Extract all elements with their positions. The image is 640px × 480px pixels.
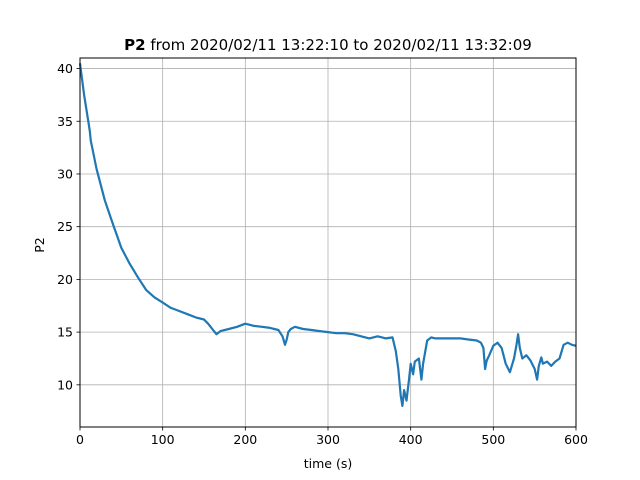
y-tick-label: 10 bbox=[57, 377, 73, 392]
x-tick-label: 0 bbox=[76, 432, 84, 447]
axis-ticks: 0 100 200 300 400 500 600 10 15 20 25 30 35 40 bbox=[57, 61, 588, 447]
y-tick-label: 30 bbox=[57, 166, 73, 181]
chart-title: P2 from 2020/02/11 13:22:10 to 2020/02/1… bbox=[124, 36, 532, 54]
x-tick-label: 100 bbox=[151, 432, 175, 447]
x-axis-label: time (s) bbox=[304, 456, 352, 471]
y-tick-label: 15 bbox=[57, 325, 73, 340]
y-tick-label: 35 bbox=[57, 114, 73, 129]
y-tick-label: 40 bbox=[57, 61, 73, 76]
grid bbox=[79, 58, 577, 427]
y-tick-label: 25 bbox=[57, 219, 73, 234]
y-tick-label: 20 bbox=[57, 272, 73, 287]
chart-title-bold: P2 bbox=[124, 36, 145, 54]
series-line-p2 bbox=[78, 63, 577, 407]
chart-title-rest: from 2020/02/11 13:22:10 to 2020/02/11 1… bbox=[146, 36, 532, 54]
x-tick-label: 300 bbox=[316, 432, 340, 447]
plot-area bbox=[78, 63, 577, 407]
x-tick-label: 600 bbox=[564, 432, 588, 447]
x-tick-label: 500 bbox=[481, 432, 505, 447]
x-tick-label: 200 bbox=[233, 432, 257, 447]
x-tick-label: 400 bbox=[399, 432, 423, 447]
y-axis-label: P2 bbox=[32, 237, 47, 253]
